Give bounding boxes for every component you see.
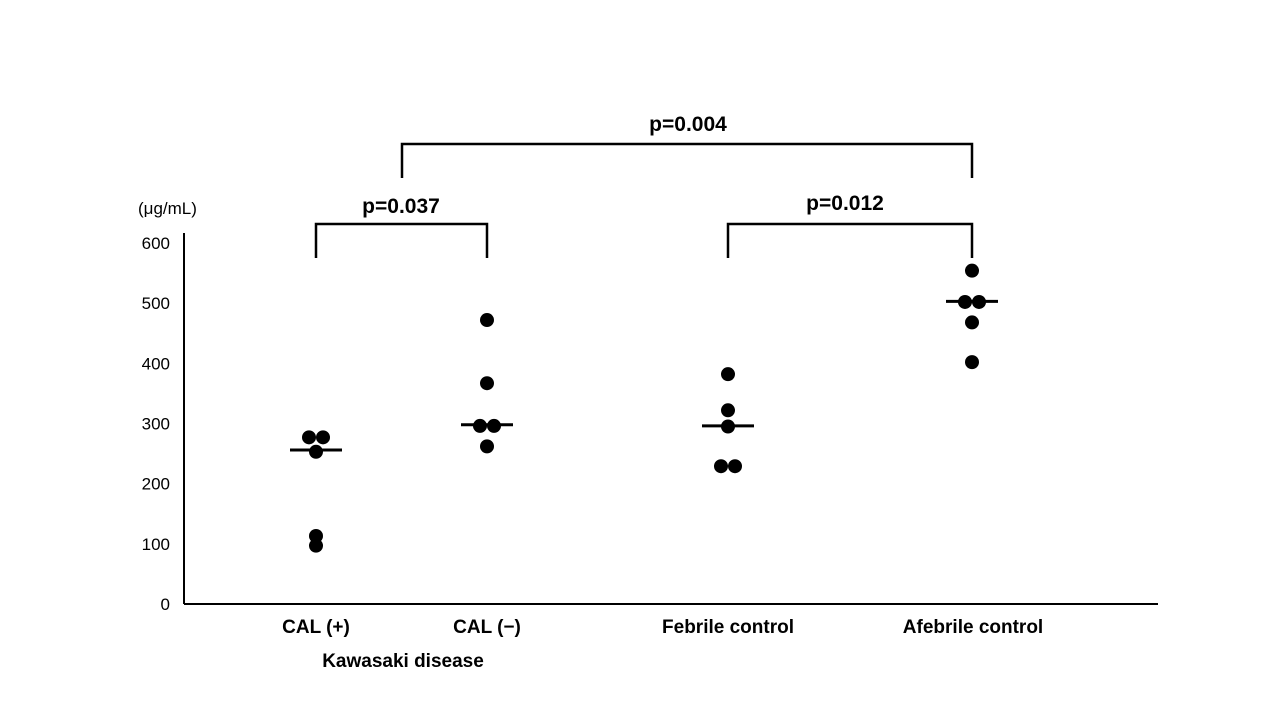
- data-point: [309, 529, 323, 544]
- significance-bracket: [314, 222, 489, 258]
- x-category-label: Febrile control: [662, 617, 794, 638]
- y-tick-label: 500: [142, 294, 170, 313]
- x-category-label: CAL (−): [453, 617, 521, 638]
- p-value-label: p=0.012: [806, 192, 884, 215]
- y-tick-label: 300: [142, 415, 170, 434]
- significance-bracket: [400, 142, 974, 178]
- y-unit-label: (μg/mL): [138, 199, 197, 218]
- data-point: [309, 538, 323, 553]
- data-point: [965, 263, 979, 278]
- group-label: Kawasaki disease: [322, 651, 484, 672]
- y-tick-label: 600: [142, 234, 170, 253]
- data-point: [728, 459, 742, 474]
- significance-brackets: p=0.037 p=0.012 p=0.004: [314, 113, 974, 258]
- p-value-label: p=0.037: [362, 195, 440, 218]
- x-category-labels: CAL (+) CAL (−) Febrile control Afebrile co…: [282, 617, 1043, 638]
- significance-bracket: [726, 222, 974, 258]
- data-point: [721, 367, 735, 382]
- data-point: [316, 430, 330, 445]
- y-tick-label: 400: [142, 354, 170, 373]
- data-point: [965, 315, 979, 330]
- data-point: [714, 459, 728, 474]
- y-tick-labels: 0 100 200 300 400 500 600: [142, 234, 170, 614]
- data-point: [302, 430, 316, 445]
- data-point: [721, 403, 735, 418]
- data-point: [480, 376, 494, 391]
- data-points: [302, 263, 986, 553]
- data-point: [480, 313, 494, 328]
- x-category-label: CAL (+): [282, 617, 350, 638]
- median-lines: [290, 299, 998, 452]
- y-tick-label: 100: [142, 535, 170, 554]
- data-point: [965, 355, 979, 370]
- y-tick-label: 200: [142, 475, 170, 494]
- data-point: [480, 439, 494, 454]
- x-category-label: Afebrile control: [903, 617, 1043, 638]
- p-value-label: p=0.004: [649, 113, 727, 136]
- y-tick-label: 0: [161, 595, 170, 614]
- data-point: [309, 444, 323, 459]
